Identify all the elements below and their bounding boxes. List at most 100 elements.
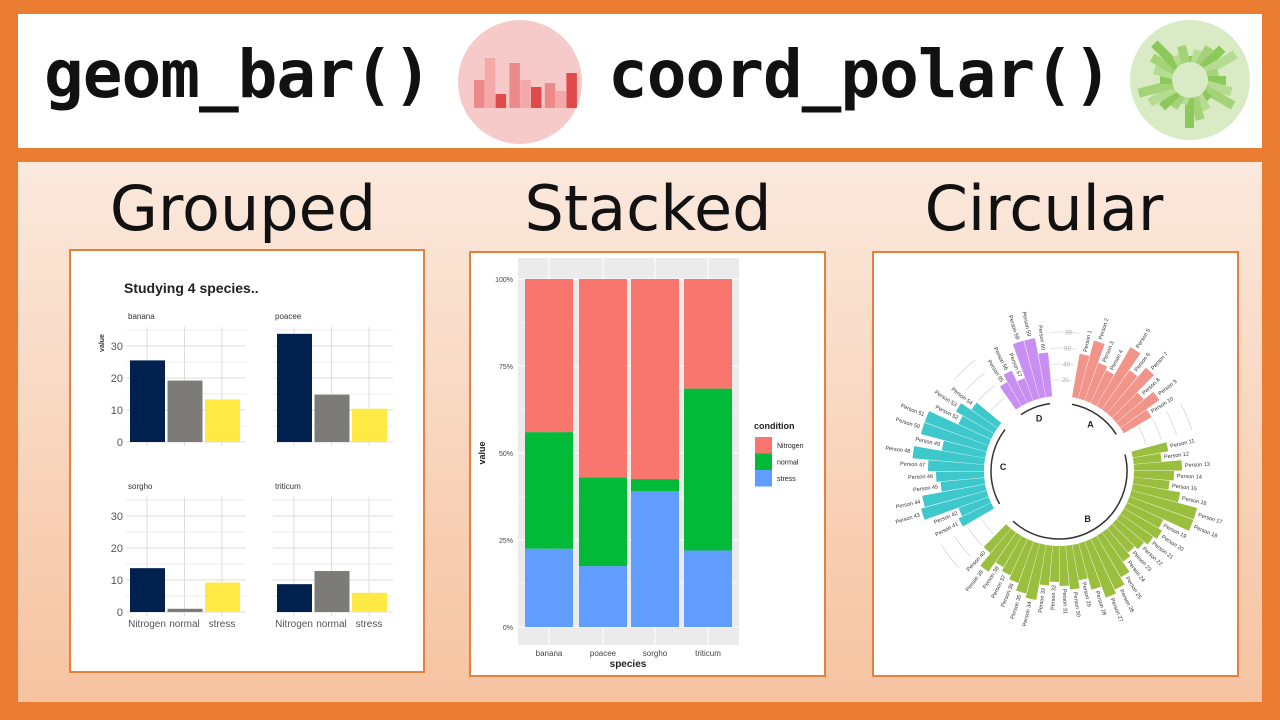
bar-label: Person 1 <box>1083 330 1094 353</box>
y-tick-label: 30 <box>111 511 123 523</box>
polar-bar <box>1017 378 1034 404</box>
grid-arc <box>1180 403 1193 431</box>
x-tick-label: sorgho <box>643 649 668 658</box>
bar <box>314 394 350 442</box>
grid-arc <box>1152 418 1162 440</box>
bar-label: Person 27 <box>1109 598 1124 623</box>
legend-label: stress <box>777 476 796 483</box>
polar-bar <box>1084 538 1117 598</box>
facet-label: banana <box>128 312 155 321</box>
polar-bar <box>1120 508 1163 539</box>
grid-arc <box>978 385 995 401</box>
polar-bar <box>958 496 992 517</box>
polar-bar <box>921 490 989 520</box>
y-tick-label: 10 <box>111 405 123 417</box>
bar-label: Person 46 <box>908 474 933 481</box>
icon-bar <box>509 63 520 108</box>
polar-bar <box>1059 545 1070 586</box>
polar-bar <box>922 484 987 507</box>
polar-bar <box>1102 528 1131 562</box>
polar-bar <box>1133 471 1174 481</box>
grid-arc <box>940 544 960 568</box>
y-tick-label: 0 <box>117 607 123 619</box>
bar <box>352 592 387 612</box>
legend-key <box>755 437 772 454</box>
polar-bar <box>1025 543 1046 601</box>
y-tick-label: 50% <box>499 451 513 458</box>
polar-bar <box>1072 543 1088 581</box>
bar-label: Person 59 <box>1020 311 1031 337</box>
x-tick-label: stress <box>356 619 383 630</box>
legend-label: Nitrogen <box>777 443 804 450</box>
group-baseline <box>1071 403 1117 435</box>
stacked-bar-chart: species value condition 0% 25% 50% 75% 100% b… <box>477 258 804 670</box>
bar-label: Person 49 <box>915 437 941 448</box>
icon-bar <box>531 87 542 108</box>
legend-key <box>755 453 772 470</box>
polar-bar <box>1096 532 1130 578</box>
bar-label: Person 33 <box>1038 588 1047 614</box>
polar-bar <box>1107 367 1155 418</box>
x-tick-label: stress <box>209 619 236 630</box>
grouped-heading: Grouped <box>109 172 377 245</box>
x-tick-label: Nitrogen <box>128 619 166 630</box>
y-tick-label: 30 <box>111 341 123 353</box>
group-baseline <box>990 429 1006 505</box>
polar-bar <box>1112 519 1145 550</box>
bar-label: Person 60 <box>1036 325 1045 351</box>
polar-bar <box>1065 544 1080 590</box>
stacked-heading: Stacked <box>524 172 772 245</box>
icon-bar <box>544 83 556 108</box>
bar-segment <box>525 548 573 627</box>
bar-label: Person 17 <box>1197 512 1223 525</box>
facet-label: triticum <box>275 482 301 491</box>
polar-bar <box>995 532 1022 568</box>
group-label: A <box>1087 420 1094 430</box>
y-tick-label: 0% <box>503 625 513 632</box>
polar-bar <box>1072 353 1090 399</box>
y-tick-label: 20 <box>111 543 123 555</box>
bar-segment <box>684 550 732 627</box>
polar-bar <box>928 460 985 471</box>
polar-bar <box>958 415 994 440</box>
polar-bar <box>1133 460 1182 471</box>
y-tick-label: 25% <box>499 538 513 545</box>
y-tick-label: 20 <box>111 373 123 385</box>
legend-key <box>755 470 772 487</box>
y-axis-label: value <box>99 334 106 352</box>
bar-segment <box>684 388 732 551</box>
icon-bar <box>474 80 485 108</box>
polar-bar <box>1049 545 1059 582</box>
bar <box>205 582 240 612</box>
polar-bar <box>1038 352 1053 398</box>
grid-arc <box>1050 347 1077 350</box>
y-axis-label: value <box>477 441 487 464</box>
bar-segment <box>631 279 679 480</box>
polar-bar <box>955 403 998 434</box>
bar-label: Person 51 <box>900 403 925 418</box>
bar-segment <box>579 566 627 627</box>
x-tick-label: triticum <box>695 649 721 658</box>
bar <box>167 608 203 612</box>
polar-bar <box>1131 484 1181 503</box>
stacked-chart-panel: species value condition 0% 25% 50% 75% 100% b… <box>469 251 826 677</box>
polar-bar <box>1112 392 1144 423</box>
polar-bar <box>1124 502 1164 529</box>
bar-chart-icon <box>458 20 582 144</box>
bar-label: Person 32 <box>1050 585 1057 610</box>
polar-bar <box>1084 362 1108 403</box>
polar-bar <box>1039 544 1053 586</box>
group-label: C <box>1000 462 1007 472</box>
bar-label: Person 43 <box>895 512 921 525</box>
grid-arc <box>1051 363 1074 366</box>
polar-bar <box>1016 541 1040 594</box>
x-tick-label: Nitrogen <box>275 619 313 630</box>
bar <box>277 333 312 442</box>
bar <box>130 360 165 442</box>
polar-bar <box>1090 535 1125 590</box>
polar-bar <box>980 528 1016 572</box>
grouped-chart-panel: Studying 4 species.. value banana 0 10 20 30… <box>69 249 425 673</box>
bar-segment <box>631 491 679 627</box>
y-tick-label: 60 <box>1064 346 1071 352</box>
